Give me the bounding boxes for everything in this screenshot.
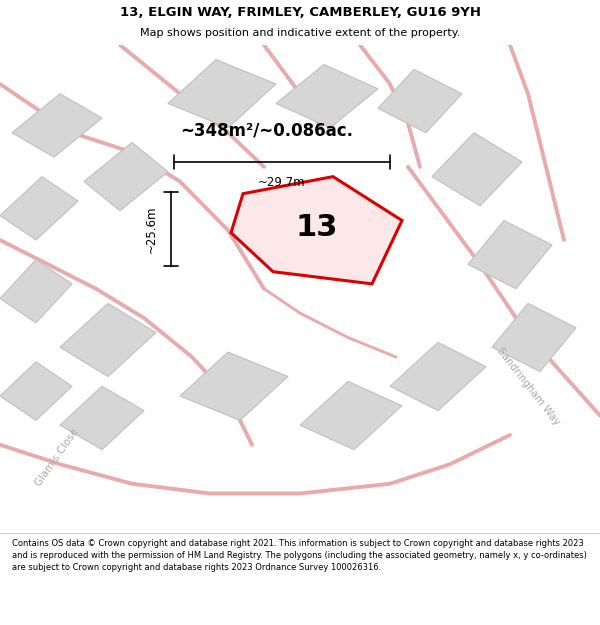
Polygon shape bbox=[231, 177, 402, 284]
Polygon shape bbox=[390, 342, 486, 411]
Polygon shape bbox=[0, 259, 72, 323]
Polygon shape bbox=[300, 381, 402, 449]
Text: Glamis Close: Glamis Close bbox=[34, 426, 80, 488]
Polygon shape bbox=[492, 303, 576, 372]
Polygon shape bbox=[168, 59, 276, 128]
Polygon shape bbox=[84, 142, 168, 211]
Polygon shape bbox=[180, 352, 288, 421]
Text: 13: 13 bbox=[296, 213, 338, 243]
Text: Contains OS data © Crown copyright and database right 2021. This information is : Contains OS data © Crown copyright and d… bbox=[12, 539, 587, 572]
Text: ~29.7m: ~29.7m bbox=[258, 176, 306, 189]
Polygon shape bbox=[378, 69, 462, 132]
Text: Sandringham Way: Sandringham Way bbox=[495, 346, 561, 427]
Polygon shape bbox=[0, 362, 72, 421]
Polygon shape bbox=[12, 94, 102, 157]
Text: ~348m²/~0.086ac.: ~348m²/~0.086ac. bbox=[180, 121, 353, 139]
Polygon shape bbox=[432, 132, 522, 206]
Polygon shape bbox=[0, 177, 78, 240]
Polygon shape bbox=[60, 386, 144, 449]
Polygon shape bbox=[276, 64, 378, 128]
Text: Map shows position and indicative extent of the property.: Map shows position and indicative extent… bbox=[140, 28, 460, 38]
Polygon shape bbox=[468, 221, 552, 289]
Text: ~25.6m: ~25.6m bbox=[145, 205, 158, 252]
Text: 13, ELGIN WAY, FRIMLEY, CAMBERLEY, GU16 9YH: 13, ELGIN WAY, FRIMLEY, CAMBERLEY, GU16 … bbox=[119, 6, 481, 19]
Polygon shape bbox=[60, 303, 156, 376]
